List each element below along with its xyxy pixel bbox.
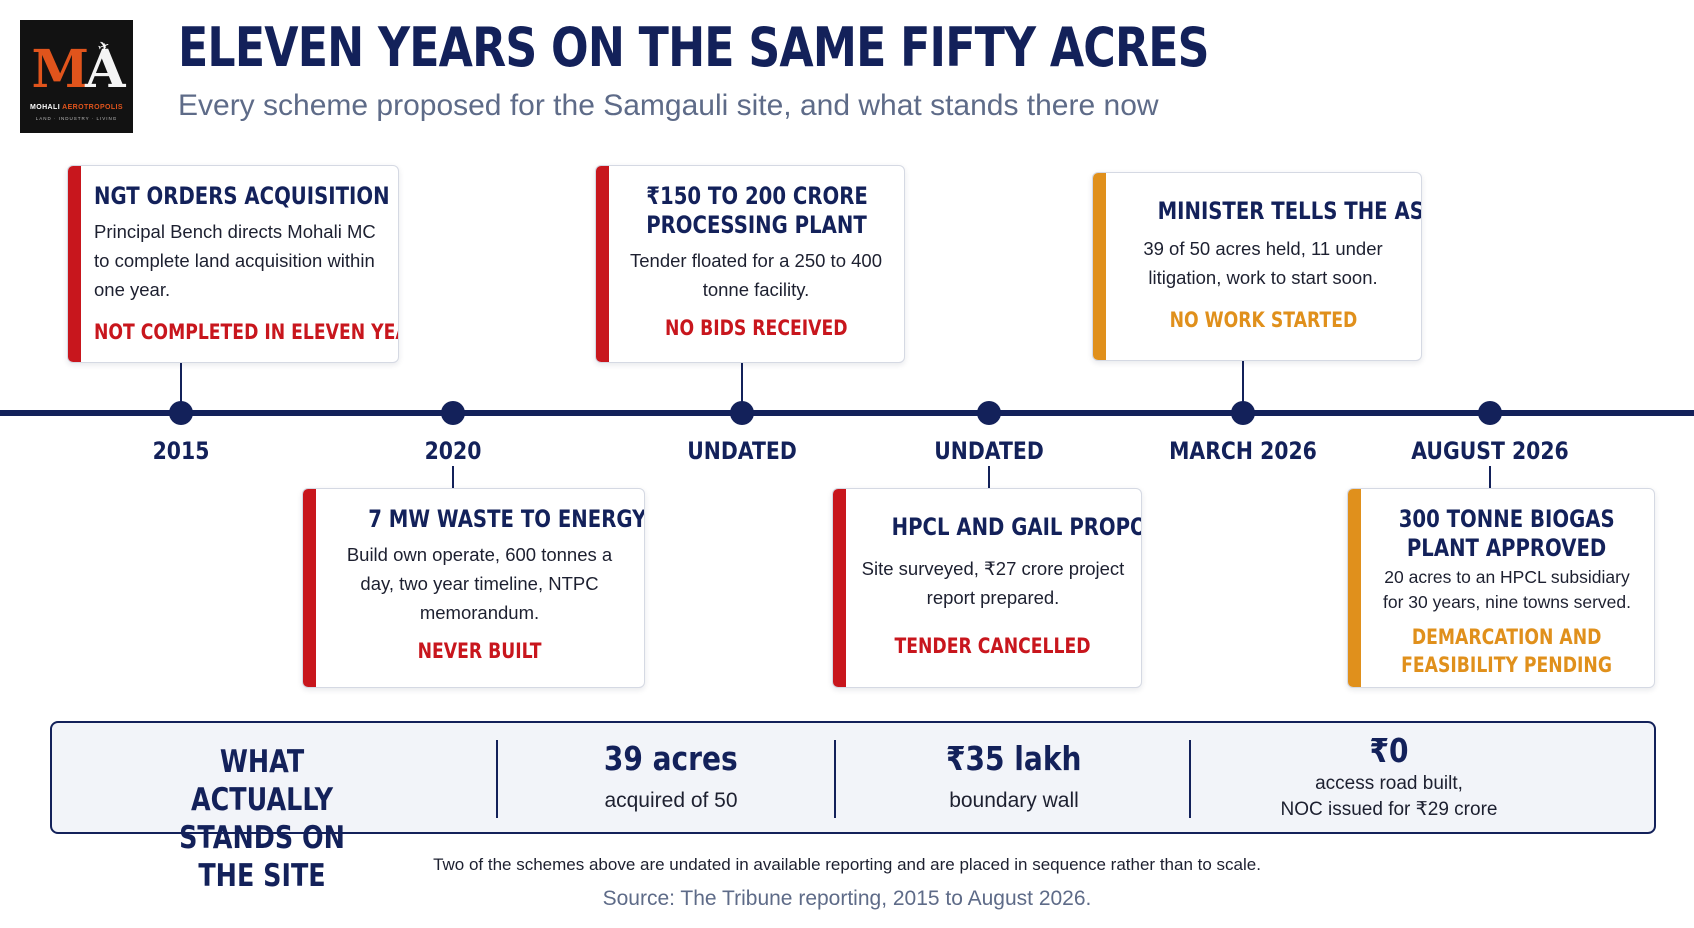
stat-description-line2: NOC issued for ₹29 crore bbox=[1280, 799, 1498, 820]
event-description: Principal Bench directs Mohali MC to com… bbox=[94, 221, 376, 300]
event-card-biogas-plant: 300 TONNE BIOGAS PLANT APPROVED 20 acres… bbox=[1347, 488, 1655, 688]
page-subtitle: Every scheme proposed for the Samgauli s… bbox=[178, 89, 1159, 122]
event-title-line2: PLANT APPROVED bbox=[1407, 534, 1607, 562]
event-status: NO BIDS RECEIVED bbox=[664, 316, 848, 340]
event-description: 20 acres to an HPCL subsidiary for 30 ye… bbox=[1382, 567, 1632, 612]
connector-stem bbox=[1242, 361, 1244, 403]
stat-acres-acquired: 39 acres acquired of 50 bbox=[516, 739, 826, 814]
status-accent-bar bbox=[1348, 489, 1361, 687]
connector-stem bbox=[452, 466, 454, 488]
date-label-2015: 2015 bbox=[152, 437, 210, 465]
event-card-processing-plant: ₹150 TO 200 CRORE PROCESSING PLANT Tende… bbox=[595, 165, 905, 363]
status-accent-bar bbox=[833, 489, 846, 687]
date-label-undated-1: UNDATED bbox=[687, 437, 797, 465]
site-summary-panel: WHAT ACTUALLY STANDS ON THE SITE 39 acre… bbox=[50, 721, 1656, 894]
event-status: NEVER BUILT bbox=[417, 639, 542, 663]
event-status: TENDER CANCELLED bbox=[894, 634, 1092, 658]
summary-divider bbox=[834, 740, 836, 818]
stat-value: ₹0 bbox=[1369, 731, 1409, 770]
event-description: Build own operate, 600 tonnes a day, two… bbox=[346, 544, 613, 623]
event-status: NOT COMPLETED IN ELEVEN YEARS bbox=[94, 320, 398, 344]
event-status-line2: FEASIBILITY PENDING bbox=[1401, 653, 1613, 677]
stat-access-road: ₹0 access road built, NOC issued for ₹29… bbox=[1209, 731, 1569, 823]
connector-stem bbox=[988, 466, 990, 488]
timeline-dot-august-2026 bbox=[1478, 401, 1502, 425]
summary-heading: WHAT ACTUALLY STANDS ON THE SITE bbox=[179, 744, 345, 894]
connector-stem bbox=[1489, 466, 1491, 488]
status-accent-bar bbox=[303, 489, 316, 687]
status-accent-bar bbox=[68, 166, 81, 362]
event-status: NO WORK STARTED bbox=[1169, 308, 1357, 332]
event-description: Site surveyed, ₹27 crore project report … bbox=[861, 558, 1125, 608]
date-label-2020: 2020 bbox=[424, 437, 482, 465]
event-title: MINISTER TELLS THE ASSEMBLY bbox=[1157, 197, 1422, 225]
stat-value: 39 acres bbox=[604, 739, 738, 778]
stat-description: access road built, bbox=[1315, 773, 1463, 794]
logo-name: MOHALI AEROTROPOLIS bbox=[30, 104, 123, 111]
timeline-dot-2020 bbox=[441, 401, 465, 425]
status-accent-bar bbox=[1093, 173, 1106, 360]
connector-stem bbox=[180, 363, 182, 403]
logo-monogram: MA bbox=[31, 39, 126, 100]
event-status: DEMARCATION AND bbox=[1412, 625, 1602, 649]
brand-logo: MA ✈ MOHALI AEROTROPOLIS LAND · INDUSTRY… bbox=[20, 20, 133, 133]
event-title: NGT ORDERS ACQUISITION bbox=[94, 182, 390, 210]
timeline-axis bbox=[0, 410, 1694, 416]
stat-description: acquired of 50 bbox=[604, 789, 738, 812]
event-title: ₹150 TO 200 CRORE bbox=[646, 182, 868, 210]
event-card-waste-to-energy: 7 MW WASTE TO ENERGY PLANT Build own ope… bbox=[302, 488, 645, 688]
event-card-minister-assembly: MINISTER TELLS THE ASSEMBLY 39 of 50 acr… bbox=[1092, 172, 1422, 361]
timeline-dot-march-2026 bbox=[1231, 401, 1255, 425]
timeline-dot-2015 bbox=[169, 401, 193, 425]
summary-divider bbox=[1189, 740, 1191, 818]
event-title: 300 TONNE BIOGAS bbox=[1399, 505, 1615, 533]
event-title: 7 MW WASTE TO ENERGY PLANT bbox=[368, 505, 645, 533]
page-title: ELEVEN YEARS ON THE SAME FIFTY ACRES bbox=[178, 16, 1210, 79]
summary-divider bbox=[496, 740, 498, 818]
event-description: Tender floated for a 250 to 400 tonne fa… bbox=[630, 250, 882, 300]
footnote: Two of the schemes above are undated in … bbox=[433, 855, 1261, 874]
timeline-dot-undated-1 bbox=[730, 401, 754, 425]
event-card-ngt-orders: NGT ORDERS ACQUISITION Principal Bench d… bbox=[67, 165, 399, 363]
stat-description: boundary wall bbox=[949, 789, 1079, 812]
event-title: HPCL AND GAIL PROPOSAL bbox=[891, 513, 1141, 541]
event-card-hpcl-gail: HPCL AND GAIL PROPOSAL Site surveyed, ₹2… bbox=[832, 488, 1142, 688]
connector-stem bbox=[741, 363, 743, 403]
date-label-august-2026: AUGUST 2026 bbox=[1411, 437, 1569, 465]
timeline-dot-undated-2 bbox=[977, 401, 1001, 425]
stat-value: ₹35 lakh bbox=[946, 739, 1082, 778]
stat-boundary-wall: ₹35 lakh boundary wall bbox=[854, 739, 1174, 814]
event-title-line2: PROCESSING PLANT bbox=[646, 211, 867, 239]
date-label-undated-2: UNDATED bbox=[934, 437, 1044, 465]
status-accent-bar bbox=[596, 166, 609, 362]
source-credit: Source: The Tribune reporting, 2015 to A… bbox=[602, 887, 1092, 910]
event-description: 39 of 50 acres held, 11 under litigation… bbox=[1143, 238, 1383, 288]
date-label-march-2026: MARCH 2026 bbox=[1169, 437, 1317, 465]
logo-tagline: LAND · INDUSTRY · LIVING bbox=[35, 116, 118, 121]
